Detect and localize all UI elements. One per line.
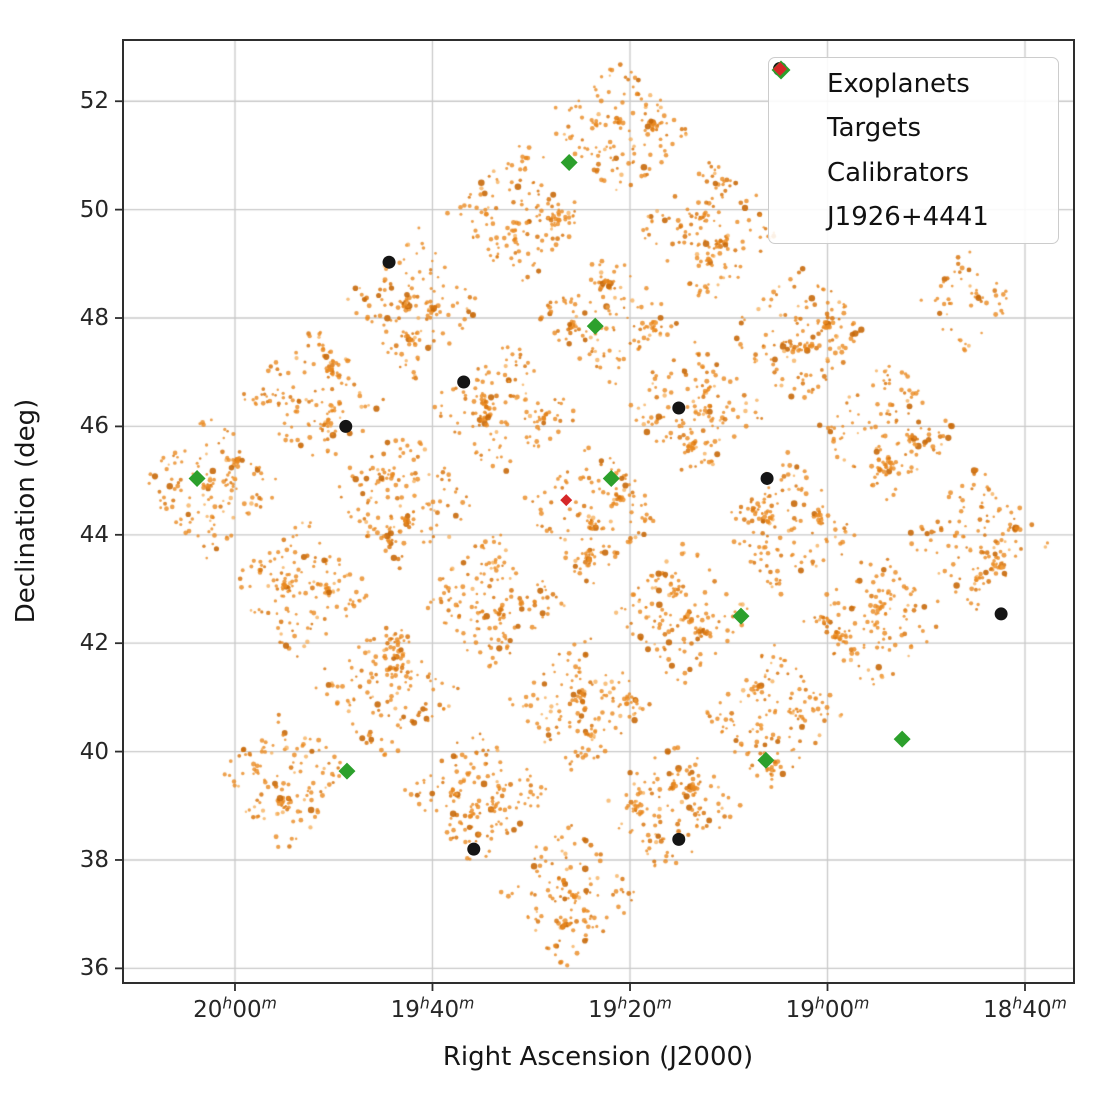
target-marker bbox=[339, 419, 353, 433]
target-marker bbox=[760, 471, 774, 485]
legend-label: Exoplanets bbox=[827, 69, 970, 100]
legend: Exoplanets Targets Calibrators J1926+444… bbox=[768, 57, 1059, 244]
calibrator-marker bbox=[560, 153, 578, 171]
legend-label: Targets bbox=[827, 113, 921, 144]
y-tick-label: 38 bbox=[79, 846, 109, 873]
calibrator-marker bbox=[732, 607, 750, 625]
j1926-marker bbox=[560, 494, 573, 507]
calibrator-marker bbox=[188, 469, 206, 487]
target-marker bbox=[382, 255, 396, 269]
target-marker bbox=[457, 375, 471, 389]
x-axis-label: Right Ascension (J2000) bbox=[442, 1042, 754, 1072]
x-tick-label: 19h00m bbox=[785, 993, 870, 1023]
y-tick-label: 48 bbox=[79, 305, 109, 332]
calibrator-marker bbox=[586, 317, 604, 335]
x-tick-label: 19h20m bbox=[588, 993, 672, 1023]
legend-item-exoplanets: Exoplanets bbox=[769, 66, 1058, 100]
y-tick-label: 46 bbox=[79, 413, 109, 440]
legend-label: J1926+4441 bbox=[827, 201, 989, 232]
y-tick-label: 44 bbox=[79, 521, 109, 548]
legend-label: Calibrators bbox=[827, 157, 969, 188]
target-marker bbox=[467, 842, 481, 856]
legend-item-j1926: J1926+4441 bbox=[769, 62, 1058, 232]
calibrator-marker bbox=[338, 762, 356, 780]
y-axis-label: Declination (deg) bbox=[11, 398, 41, 624]
calibrator-marker bbox=[757, 751, 775, 769]
plot-frame bbox=[122, 39, 1075, 984]
target-marker bbox=[994, 607, 1008, 621]
legend-item-calibrators: Calibrators bbox=[769, 60, 1058, 188]
y-tick-label: 36 bbox=[79, 955, 109, 982]
x-tick-label: 18h40m bbox=[983, 993, 1067, 1023]
calibrator-marker bbox=[602, 469, 620, 487]
y-tick-label: 50 bbox=[79, 196, 109, 223]
y-tick-label: 52 bbox=[79, 88, 109, 115]
x-tick-label: 20h00m bbox=[193, 993, 277, 1023]
legend-item-targets: Targets bbox=[769, 62, 1058, 144]
y-tick-label: 40 bbox=[79, 738, 109, 765]
calibrator-marker bbox=[893, 730, 911, 748]
x-tick-label: 19h40m bbox=[390, 993, 475, 1023]
target-marker bbox=[672, 832, 686, 846]
y-tick-label: 42 bbox=[79, 630, 109, 657]
target-marker bbox=[672, 401, 686, 415]
